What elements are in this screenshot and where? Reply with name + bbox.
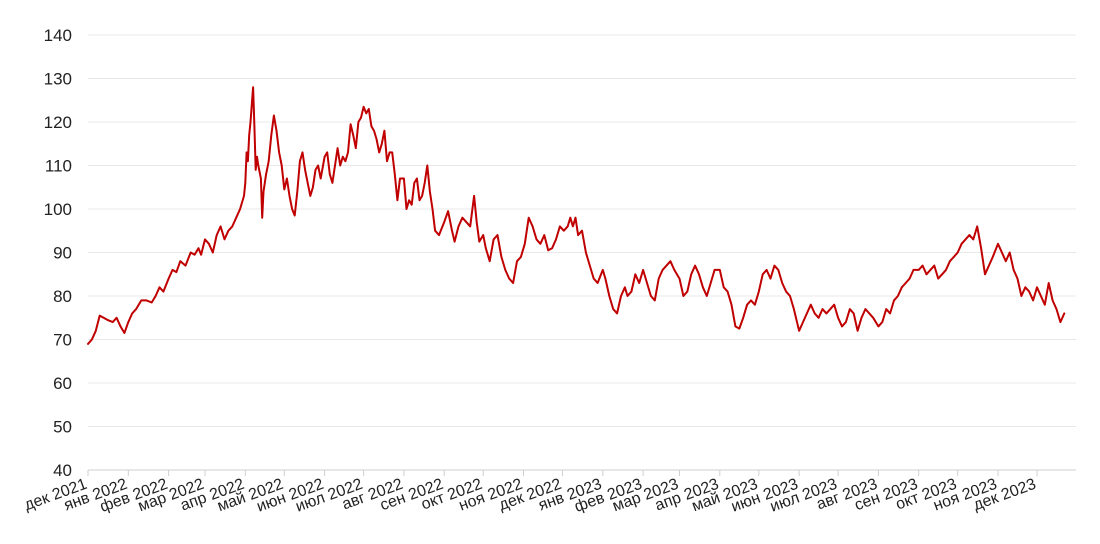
y-tick-label: 130 <box>44 70 72 89</box>
series-line-0 <box>87 86 1066 345</box>
y-tick-label: 90 <box>53 244 72 263</box>
y-tick-label: 50 <box>53 418 72 437</box>
y-axis-tick-labels: 40 50 60 70 80 90 100 110 120 130 140 <box>44 26 72 480</box>
y-tick-label: 60 <box>53 374 72 393</box>
y-tick-label: 110 <box>45 157 72 176</box>
y-tick-label: 80 <box>53 287 72 306</box>
x-axis-ticks <box>87 470 1038 476</box>
y-tick-label: 40 <box>53 461 72 480</box>
y-tick-label: 70 <box>53 331 72 350</box>
y-tick-label: 120 <box>44 113 72 132</box>
y-tick-label: 140 <box>44 26 72 45</box>
y-tick-label: 100 <box>44 200 72 219</box>
grid-lines <box>88 34 1076 427</box>
series-layer <box>87 86 1066 345</box>
